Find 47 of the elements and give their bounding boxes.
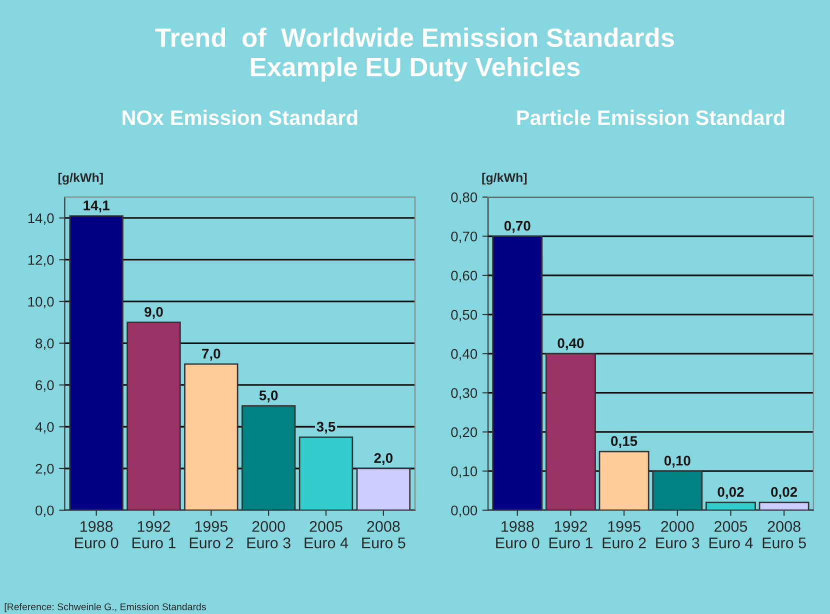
y-tick-label: 10,0 bbox=[28, 296, 54, 308]
chart-title: Particle Emission Standard bbox=[517, 110, 784, 126]
y-tick-label: 4,0 bbox=[35, 422, 54, 434]
y-tick-label: 0,20 bbox=[451, 427, 478, 439]
data-label: 3,5 bbox=[316, 422, 336, 434]
y-tick-label: 0,70 bbox=[451, 232, 478, 244]
x-tick-label: 2000 Euro 3 bbox=[656, 521, 700, 548]
y-tick-label: 0,30 bbox=[451, 388, 478, 400]
y-tick-label: 0,10 bbox=[451, 466, 478, 478]
data-label: 7,0 bbox=[202, 348, 220, 361]
y-axis-title: [g/kWh] bbox=[58, 172, 103, 185]
data-label: 0,10 bbox=[664, 456, 690, 468]
y-tick-label: 0,80 bbox=[451, 192, 478, 204]
y-tick-label: 0,60 bbox=[451, 270, 478, 282]
x-tick-label: 1988 Euro 0 bbox=[75, 521, 118, 548]
y-tick-label: 0,40 bbox=[451, 349, 478, 360]
data-label: 0,02 bbox=[718, 487, 744, 499]
y-tick-label: 12,0 bbox=[28, 255, 54, 267]
y-axis-title: [g/kWh] bbox=[482, 172, 527, 185]
data-label: 0,70 bbox=[504, 220, 530, 233]
y-tick-label: 0,00 bbox=[451, 506, 478, 518]
chart-title: NOx Emission Standard bbox=[122, 110, 358, 126]
data-label: 14,1 bbox=[84, 200, 110, 212]
y-tick-label: 6,0 bbox=[36, 380, 54, 392]
data-label: 5,0 bbox=[259, 390, 278, 402]
x-tick-label: 1988 Euro 0 bbox=[496, 521, 540, 548]
x-tick-label: 1995 Euro 2 bbox=[190, 521, 233, 548]
data-label: 0,40 bbox=[558, 338, 584, 350]
x-tick-label: 1992 Euro 1 bbox=[549, 521, 592, 548]
text: [Reference: Schweinle G., Emission Standards bbox=[4, 603, 206, 612]
x-tick-label: 1992 Euro 1 bbox=[132, 521, 176, 548]
y-tick-label: 8,0 bbox=[36, 338, 54, 350]
x-tick-label: 2008 Euro 5 bbox=[362, 521, 406, 548]
y-tick-label: 0,0 bbox=[36, 506, 54, 518]
text: Trend of Worldwide Emission Standards Example EU Duty Vehicles bbox=[155, 28, 674, 82]
x-tick-label: 2000 Euro 3 bbox=[247, 521, 290, 548]
data-label: 0,02 bbox=[771, 487, 798, 499]
data-label: 0,15 bbox=[611, 436, 638, 448]
x-tick-label: 2005 Euro 4 bbox=[304, 521, 348, 548]
data-label: 2,0 bbox=[374, 453, 393, 465]
x-tick-label: 1995 Euro 2 bbox=[602, 521, 646, 548]
data-label: 9,0 bbox=[144, 306, 163, 319]
x-tick-label: 2008 Euro 5 bbox=[762, 521, 806, 548]
y-tick-label: 0,50 bbox=[451, 310, 478, 322]
y-tick-label: 14,0 bbox=[28, 213, 54, 225]
x-tick-label: 2005 Euro 4 bbox=[709, 521, 753, 548]
y-tick-label: 2,0 bbox=[36, 464, 54, 476]
